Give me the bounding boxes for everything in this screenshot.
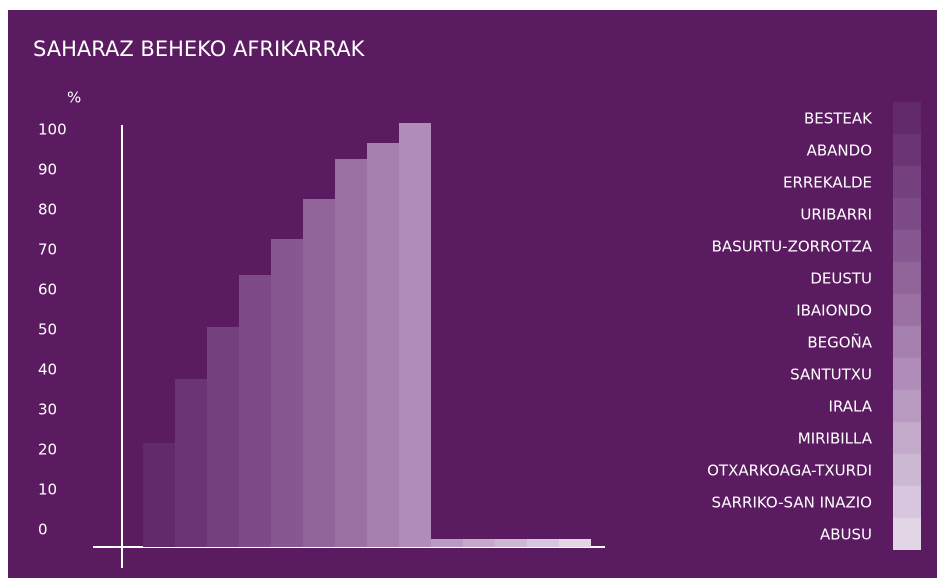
legend-label: BASURTU-ZORROTZA [712, 238, 873, 256]
legend-label: ABANDO [807, 142, 872, 160]
bar [335, 159, 367, 547]
bar [239, 275, 271, 547]
bar [175, 379, 207, 547]
legend-swatch [893, 422, 921, 454]
y-tick-label: 100 [38, 121, 67, 139]
legend-label: ERREKALDE [783, 174, 872, 192]
legend-swatch [893, 166, 921, 198]
legend-label: IRALA [829, 398, 873, 416]
legend-swatch [893, 102, 921, 134]
bar [303, 199, 335, 547]
y-tick-label: 30 [38, 401, 57, 419]
bar [143, 443, 175, 547]
y-tick-label: 50 [38, 321, 57, 339]
bar [271, 239, 303, 547]
legend-label: BEGOÑA [807, 333, 872, 352]
y-tick-label: 20 [38, 441, 57, 459]
chart-title: SAHARAZ BEHEKO AFRIKARRAK [33, 37, 366, 61]
legend-label: OTXARKOAGA-TXURDI [707, 462, 872, 480]
bar [527, 539, 559, 547]
y-tick-label: 80 [38, 201, 57, 219]
legend-swatch [893, 326, 921, 358]
legend-swatch [893, 358, 921, 390]
legend-label: IBAIONDO [796, 302, 872, 320]
bar [431, 539, 463, 547]
y-tick-label: 10 [38, 481, 57, 499]
legend-swatch [893, 486, 921, 518]
legend-label: URIBARRI [800, 206, 872, 224]
legend-label: SARRIKO-SAN INAZIO [712, 494, 872, 512]
y-tick-label: 0 [38, 521, 48, 539]
legend-swatch [893, 134, 921, 166]
legend-swatch [893, 294, 921, 326]
legend-label: ABUSU [820, 526, 872, 544]
legend-swatch [893, 518, 921, 550]
legend-swatch [893, 262, 921, 294]
bar [463, 539, 495, 547]
y-tick-label: 90 [38, 161, 57, 179]
legend-label: MIRIBILLA [798, 430, 873, 448]
legend-swatch [893, 454, 921, 486]
bar [399, 123, 431, 547]
bar [207, 327, 239, 547]
y-tick-label: 40 [38, 361, 57, 379]
legend-label: BESTEAK [804, 110, 873, 128]
bar [367, 143, 399, 547]
legend-label: SANTUTXU [790, 366, 872, 384]
legend-swatch [893, 390, 921, 422]
legend-swatch [893, 230, 921, 262]
legend-label: DEUSTU [810, 270, 872, 288]
y-tick-label: 60 [38, 281, 57, 299]
bar [559, 539, 591, 547]
bar [495, 539, 527, 547]
y-axis-label: % [67, 89, 81, 107]
legend-swatch [893, 198, 921, 230]
y-tick-label: 70 [38, 241, 57, 259]
